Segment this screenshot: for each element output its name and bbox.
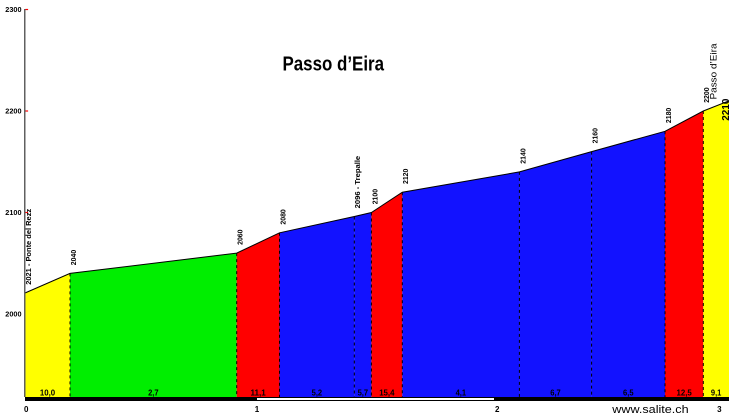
svg-text:5,7: 5,7 bbox=[358, 388, 369, 398]
svg-text:2100: 2100 bbox=[372, 189, 379, 204]
svg-text:9,1: 9,1 bbox=[711, 388, 722, 398]
svg-text:2021 - Ponte del Rezz: 2021 - Ponte del Rezz bbox=[26, 208, 33, 285]
svg-text:Passo d’Eira: Passo d’Eira bbox=[283, 53, 385, 76]
svg-text:2300: 2300 bbox=[5, 5, 21, 14]
svg-text:5,2: 5,2 bbox=[312, 388, 323, 398]
svg-text:2000: 2000 bbox=[5, 310, 21, 319]
svg-text:2200: 2200 bbox=[704, 87, 711, 102]
svg-text:2040: 2040 bbox=[71, 250, 78, 265]
svg-text:www.salite.ch: www.salite.ch bbox=[611, 404, 688, 416]
svg-text:1: 1 bbox=[255, 405, 260, 414]
svg-text:2: 2 bbox=[495, 405, 500, 414]
svg-text:2180: 2180 bbox=[666, 108, 673, 123]
svg-text:0: 0 bbox=[24, 405, 29, 414]
svg-text:2096 - Trepalle: 2096 - Trepalle bbox=[355, 156, 362, 209]
svg-text:12,5: 12,5 bbox=[677, 388, 693, 398]
svg-text:2100: 2100 bbox=[5, 208, 21, 217]
svg-text:2200: 2200 bbox=[5, 107, 21, 116]
svg-text:Passo d’Eira: Passo d’Eira bbox=[709, 43, 720, 100]
svg-text:2120: 2120 bbox=[403, 169, 410, 184]
svg-text:11,1: 11,1 bbox=[250, 388, 266, 398]
svg-text:6,5: 6,5 bbox=[623, 388, 634, 398]
svg-text:3: 3 bbox=[717, 405, 722, 414]
svg-text:15,4: 15,4 bbox=[379, 388, 395, 398]
svg-text:10,0: 10,0 bbox=[40, 388, 56, 398]
svg-text:2080: 2080 bbox=[280, 209, 287, 224]
svg-text:4,1: 4,1 bbox=[456, 388, 467, 398]
svg-text:2160: 2160 bbox=[593, 128, 600, 143]
svg-text:2,7: 2,7 bbox=[148, 388, 159, 398]
svg-text:2140: 2140 bbox=[520, 148, 527, 163]
svg-text:2210: 2210 bbox=[721, 98, 729, 121]
svg-text:2060: 2060 bbox=[238, 229, 245, 244]
svg-text:6,7: 6,7 bbox=[550, 388, 561, 398]
